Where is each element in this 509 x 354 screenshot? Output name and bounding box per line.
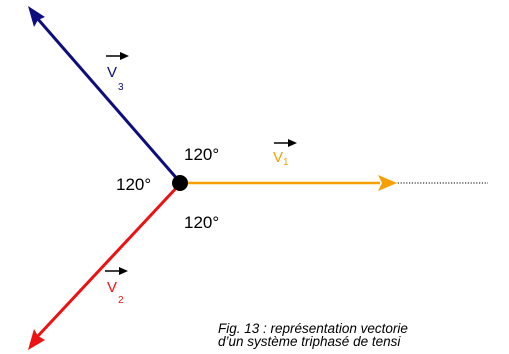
angle-label-bottom: 120° <box>184 213 219 232</box>
v1-label-letter: V <box>273 149 283 166</box>
v2-label-subscript: 2 <box>118 295 124 306</box>
v1-label: V 1 <box>273 139 297 168</box>
angle-label-top: 120° <box>184 145 219 164</box>
v2-arrow <box>28 183 181 350</box>
figure-caption-line-1: Fig. 13 : représentation vectorie <box>218 321 408 336</box>
v1-label-subscript: 1 <box>283 157 289 168</box>
v3-arrow <box>28 6 181 182</box>
origin-node <box>172 175 188 191</box>
v2-label-letter: V <box>107 279 117 296</box>
v3-label-subscript: 3 <box>118 82 124 93</box>
v3-label: V 3 <box>106 52 129 93</box>
v3-vector-arrow-icon <box>120 52 129 60</box>
v2-label: V 2 <box>105 267 128 306</box>
v3-label-letter: V <box>107 64 117 81</box>
angle-label-left: 120° <box>116 175 151 194</box>
figure-caption-line-2: d’un système triphasé de tensi <box>218 334 401 349</box>
v2-vector-arrow-icon <box>119 267 128 275</box>
v1-arrow <box>181 175 397 191</box>
v1-vector-arrow-icon <box>288 139 297 147</box>
